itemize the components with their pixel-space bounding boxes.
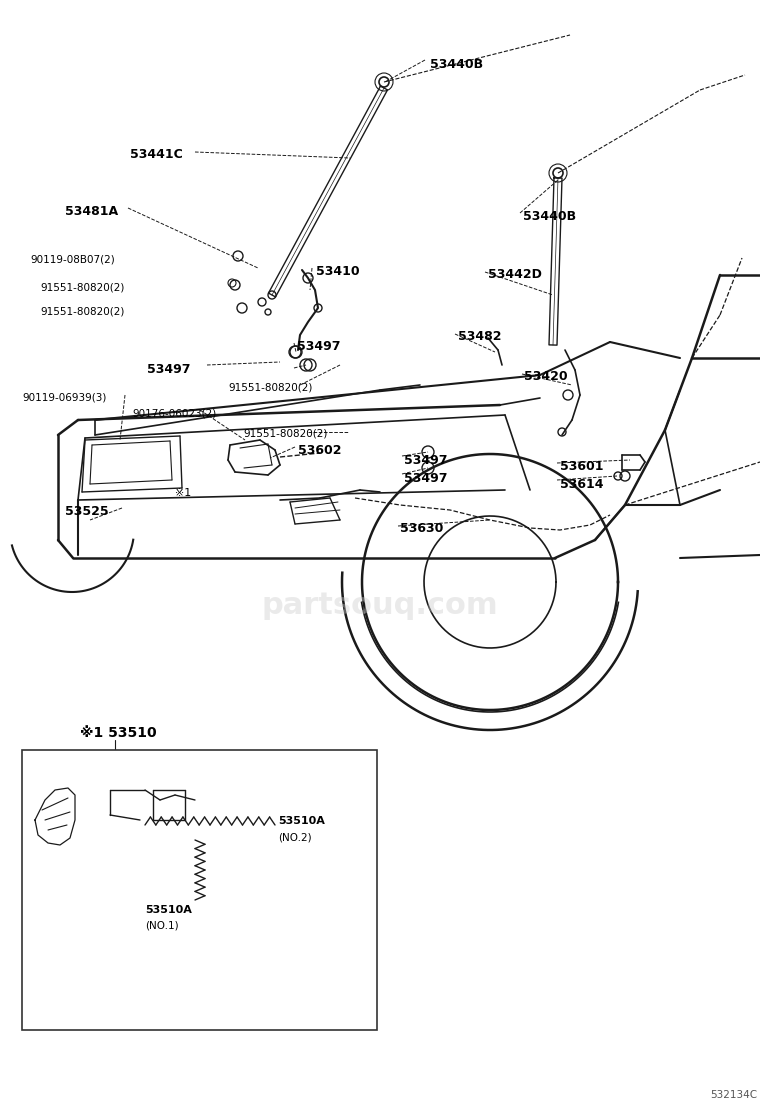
Text: 53481A: 53481A [65,205,118,218]
Text: 53410: 53410 [316,265,359,278]
Text: (NO.1): (NO.1) [145,921,179,931]
Text: 53497: 53497 [147,363,191,376]
Text: 53497: 53497 [404,454,448,467]
Text: 53510A: 53510A [145,905,192,915]
Text: 53630: 53630 [400,522,443,535]
Text: 53510A: 53510A [278,816,325,826]
Text: 53602: 53602 [298,444,341,457]
Text: 91551-80820(2): 91551-80820(2) [40,307,125,317]
Text: ※1 53510: ※1 53510 [80,726,157,739]
Text: 53497: 53497 [297,340,340,353]
Text: ※1: ※1 [175,488,192,498]
Text: 53440B: 53440B [523,210,576,224]
Text: 90176-06023(2): 90176-06023(2) [132,408,217,418]
Text: (NO.2): (NO.2) [278,832,312,842]
Text: 532134C: 532134C [710,1090,757,1100]
Text: 53497: 53497 [404,471,448,485]
Text: 53441C: 53441C [130,148,182,161]
Text: 53614: 53614 [560,478,603,492]
Text: 91551-80820(2): 91551-80820(2) [243,428,328,438]
Text: 91551-80820(2): 91551-80820(2) [40,282,125,292]
Text: 53420: 53420 [524,370,568,383]
Text: partsouq.com: partsouq.com [261,592,499,620]
Text: 53440B: 53440B [430,58,483,71]
Text: 90119-06939(3): 90119-06939(3) [22,393,106,403]
Text: 91551-80820(2): 91551-80820(2) [228,383,312,393]
Text: 53525: 53525 [65,505,109,518]
Text: 53442D: 53442D [488,268,542,281]
Text: 90119-08B07(2): 90119-08B07(2) [30,255,115,265]
Text: 53482: 53482 [458,330,502,342]
Bar [22,749,377,1030]
Text: 53601: 53601 [560,460,603,473]
